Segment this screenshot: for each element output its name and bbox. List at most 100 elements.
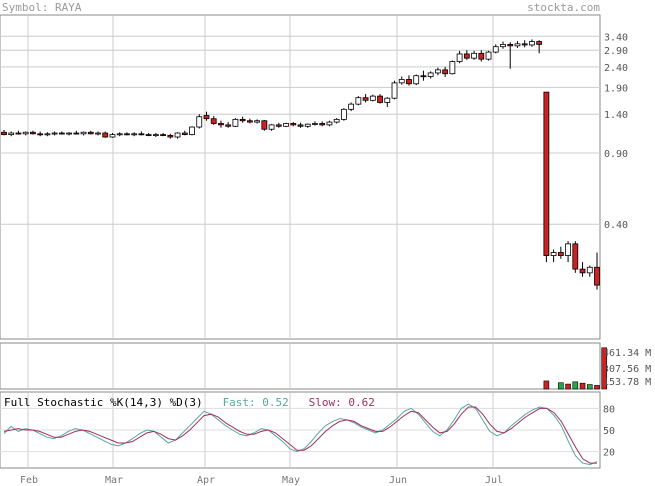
candle-body [406,79,412,85]
volume-tick-label: 153.78 M [603,377,651,388]
axis-labels: 3.40 2.90 2.40 1.90 1.40 0.90 0.40 Feb Mar Apr May… [20,32,651,486]
volume-bar [572,381,579,390]
candle-body [586,266,593,274]
candle-body [203,115,210,120]
stochastic-title: Full Stochastic %K(14,3) %D(3) [4,396,203,409]
price-tick-label: 3.40 [604,32,628,43]
candle-body [232,118,239,127]
candle-body [160,134,166,136]
month-label: Feb [20,475,38,486]
candle-body [174,132,181,138]
candle-body [66,132,72,135]
candle-body [290,123,297,126]
candle-body [218,123,224,126]
volume-tick-label: 461.34 M [603,348,651,359]
month-label: Jun [389,475,407,486]
candle-body [22,131,29,135]
price-tick-label: 1.90 [604,83,628,94]
candle-body [297,124,304,127]
price-panel [0,14,601,340]
candle-body [398,79,405,84]
candle-body [529,41,535,46]
candle-body [261,120,268,130]
volume-bar [594,385,600,390]
candle-body [268,124,275,130]
candle-body [521,43,528,46]
candle-body [80,131,87,135]
volume-tick-label: 307.56 M [603,364,651,375]
candle-body [109,134,116,138]
candle-body [145,134,152,136]
candle-body [377,95,383,103]
volume-bar [579,382,586,390]
stochastic-tick-label: 20 [603,448,615,459]
candle-body [124,133,130,136]
candle-body [210,118,217,124]
candle-body [196,116,203,128]
candle-body [500,43,506,48]
volume-bar [543,380,550,390]
candle-body [102,132,109,138]
candle-body [536,41,543,45]
candle-body [15,132,22,135]
candle-body [384,97,391,103]
candle-body [138,133,145,136]
candle-body [420,75,427,78]
candle-body [333,118,340,123]
volume-bar [586,384,593,390]
candle-body [557,252,564,256]
candle-body [514,43,521,47]
stochastic-tick-label: 80 [603,404,615,415]
volume-panel [0,342,601,390]
candle-body [319,123,326,126]
candle-body [326,121,333,126]
month-label: Apr [197,475,215,486]
stochastic-slow-line [3,406,597,464]
candle-body [543,91,550,256]
candle-body [492,46,499,53]
candle-body [478,52,485,60]
candle-body [391,82,398,99]
month-label: Mar [105,475,123,486]
candle-body [362,97,369,101]
candle-body [565,243,571,256]
candle-body [550,252,557,256]
price-tick-label: 2.40 [604,63,628,74]
candle-body [254,120,261,123]
candle-body [37,133,44,136]
volume-bar [565,383,571,390]
candle-body [275,124,282,127]
stochastic-slow-value: Slow: 0.62 [308,396,375,409]
volume-bar [558,382,564,390]
candle-body [348,103,355,110]
candles [1,39,600,290]
candle-body [95,132,101,135]
candle-body [427,72,434,77]
candle-body [246,120,253,123]
candle-body [340,108,347,120]
candle-body [507,43,514,47]
candle-body [369,95,376,101]
stochastic-legend: Full Stochastic %K(14,3) %D(3) Fast: 0.5… [4,396,375,409]
stochastic-fast-value: Fast: 0.52 [222,396,289,409]
candle-body [312,123,318,125]
volume-bar [601,347,608,390]
candle-body [283,123,289,127]
candle-body [58,132,65,135]
candle-body [304,123,311,127]
month-label: Jul [485,475,503,486]
price-tick-label: 2.90 [604,46,628,57]
symbol-label: Symbol: RAYA [2,1,82,14]
candle-body [485,51,492,60]
candle-body [579,268,586,274]
candle-body [167,134,174,138]
candle-body [239,118,246,122]
candle-body [51,132,58,135]
candle-body [152,134,159,136]
candle-body [73,132,80,135]
price-tick-label: 0.90 [604,149,628,160]
candle-body [8,132,15,135]
candle-body [225,124,232,127]
candle-body [355,97,362,105]
